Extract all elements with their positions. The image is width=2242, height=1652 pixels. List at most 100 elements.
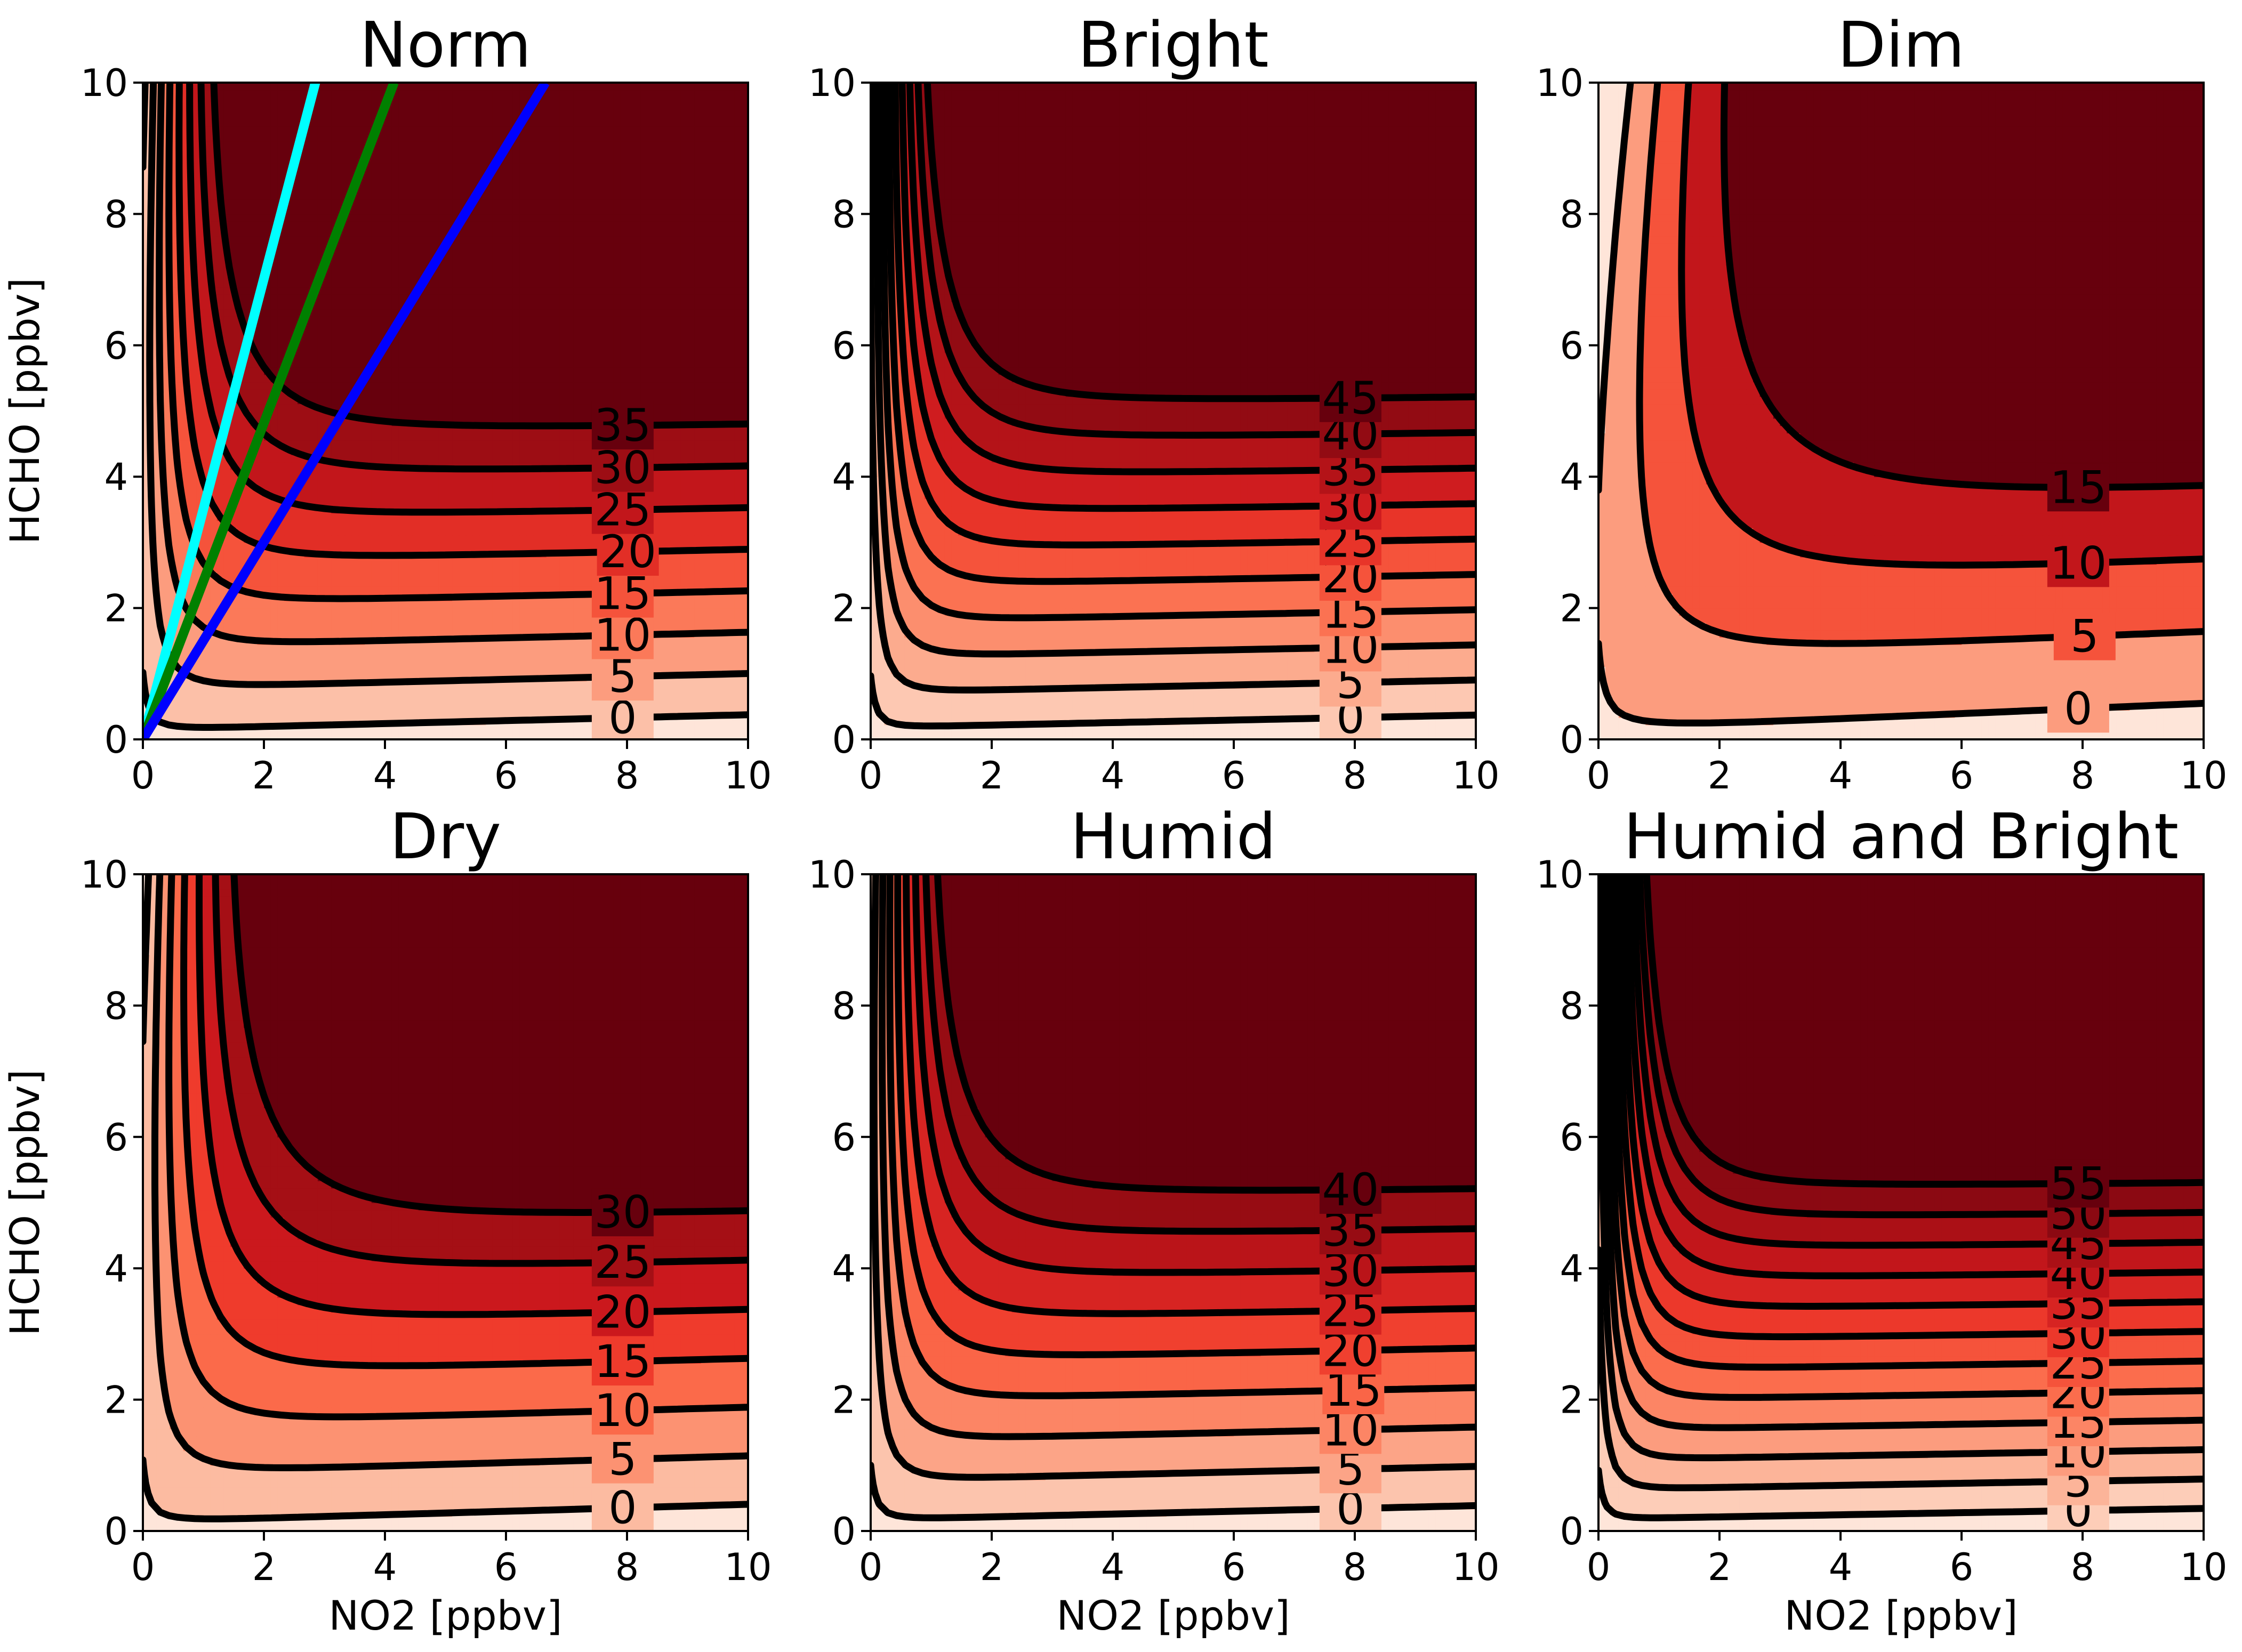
contour-cell — [237, 622, 244, 631]
contour-cell — [223, 659, 231, 667]
contour-cell — [445, 695, 453, 704]
contour-cell — [324, 695, 332, 704]
contour-cell — [506, 659, 513, 667]
contour-cell — [337, 564, 345, 572]
contour-cell — [425, 477, 433, 485]
contour-cell — [143, 542, 150, 550]
contour-cell — [284, 404, 292, 412]
contour-cell — [331, 644, 339, 652]
contour-cell — [734, 338, 742, 346]
contour-cell — [566, 535, 574, 543]
contour-cell — [694, 469, 702, 477]
contour-cell — [708, 374, 715, 383]
contour-cell — [337, 520, 345, 528]
contour-cell — [304, 483, 312, 492]
contour-cell — [311, 345, 318, 353]
contour-cell — [298, 382, 305, 390]
contour-cell — [412, 630, 419, 638]
contour-cell — [580, 338, 588, 346]
contour-cell — [351, 425, 359, 433]
contour-cell — [270, 447, 278, 455]
contour-cell — [398, 367, 406, 375]
contour-cell — [311, 520, 318, 528]
contour-cell — [337, 571, 345, 579]
contour-cell — [553, 557, 560, 565]
contour-cell — [264, 688, 271, 696]
contour-cell — [734, 469, 742, 477]
contour-cell — [694, 564, 702, 572]
contour-cell — [425, 498, 433, 506]
contour-cell — [291, 382, 298, 390]
contour-cell — [324, 483, 332, 492]
contour-cell — [425, 615, 433, 623]
contour-cell — [170, 703, 177, 711]
contour-cell — [580, 367, 588, 375]
contour-cell — [741, 659, 748, 667]
contour-cell — [405, 688, 413, 696]
contour-cell — [559, 477, 567, 485]
contour-cell — [419, 578, 426, 587]
contour-cell — [472, 483, 480, 492]
contour-cell — [472, 440, 480, 448]
contour-cell — [324, 651, 332, 660]
contour-cell — [486, 483, 493, 492]
contour-cell — [230, 542, 238, 550]
contour-cell — [344, 673, 352, 682]
contour-cell — [405, 404, 413, 412]
contour-cell — [270, 477, 278, 485]
contour-cell — [351, 331, 359, 339]
contour-cell — [419, 688, 426, 696]
contour-cell — [203, 528, 211, 536]
contour-cell — [546, 513, 554, 521]
contour-cell — [344, 578, 352, 587]
contour-cell — [244, 498, 251, 506]
contour-cell — [586, 360, 594, 368]
contour-cell — [687, 396, 695, 405]
contour-cell — [284, 710, 292, 718]
contour-cell — [580, 513, 588, 521]
contour-cell — [143, 571, 150, 579]
contour-cell — [573, 447, 581, 455]
contour-cell — [190, 681, 197, 689]
contour-cell — [432, 724, 439, 733]
contour-cell — [337, 447, 345, 455]
contour-cell — [680, 411, 688, 419]
contour-cell — [687, 477, 695, 485]
contour-cell — [721, 338, 728, 346]
contour-cell — [405, 498, 413, 506]
contour-cell — [573, 345, 581, 353]
contour-cell — [600, 352, 607, 360]
contour-cell — [317, 710, 325, 718]
contour-cell — [559, 411, 567, 419]
contour-cell — [708, 455, 715, 463]
contour-cell — [573, 528, 581, 536]
contour-cell — [553, 644, 560, 652]
contour-cell — [546, 389, 554, 397]
contour-cell — [419, 659, 426, 667]
contour-cell — [405, 352, 413, 360]
contour-cell — [459, 710, 467, 718]
contour-cell — [344, 586, 352, 594]
contour-cell — [586, 535, 594, 543]
contour-cell — [533, 695, 540, 704]
contour-cell — [459, 732, 467, 739]
contour-cell — [452, 389, 460, 397]
contour-cell — [465, 455, 473, 463]
contour-cell — [533, 564, 540, 572]
contour-cell — [438, 483, 446, 492]
contour-cell — [459, 396, 467, 405]
contour-cell — [149, 659, 157, 667]
contour-cell — [284, 644, 292, 652]
contour-cell — [701, 374, 709, 383]
contour-cell — [331, 338, 339, 346]
contour-cell — [667, 447, 675, 455]
contour-cell — [533, 666, 540, 674]
contour-cell — [445, 404, 453, 412]
contour-cell — [385, 433, 392, 441]
contour-cell — [398, 528, 406, 536]
contour-cell — [412, 528, 419, 536]
contour-cell — [533, 352, 540, 360]
contour-cell — [687, 724, 695, 733]
contour-cell — [203, 433, 211, 441]
contour-cell — [425, 528, 433, 536]
